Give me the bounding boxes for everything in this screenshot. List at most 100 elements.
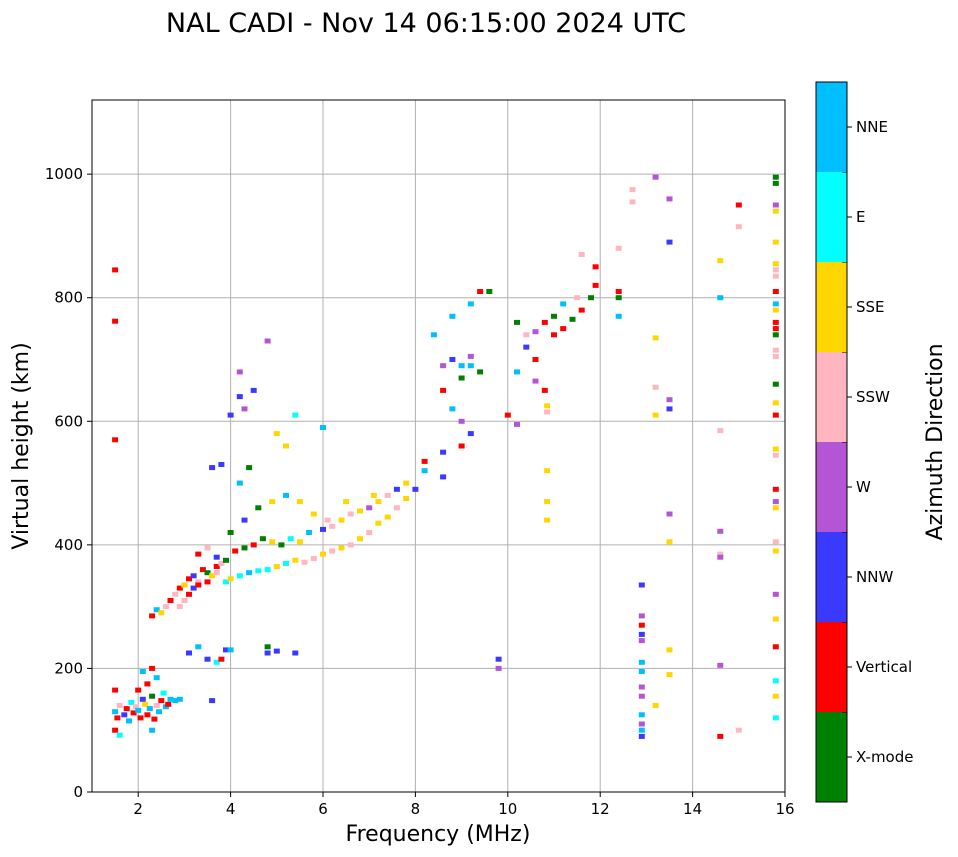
echo-point [250,542,257,548]
echo-point [717,554,724,560]
echo-point [458,363,465,369]
echo-point [772,381,779,387]
echo-point [772,332,779,338]
echo-point [403,480,410,486]
x-tick-label: 8 [411,800,421,818]
echo-point [213,554,220,560]
y-tick-label: 1000 [45,165,83,183]
echo-point [167,696,174,702]
echo-point [213,659,220,665]
echo-point [514,369,520,375]
echo-point [652,384,659,390]
echo-point [629,187,636,193]
echo-point [384,492,391,498]
echo-point [532,357,539,362]
echo-point [523,344,530,350]
echo-point [347,511,354,517]
echo-point [772,678,779,684]
echo-point [772,539,779,545]
echo-point [112,727,119,733]
echo-point [186,576,192,582]
echo-point [495,656,502,662]
echo-point [199,567,206,573]
echo-point [772,307,779,313]
echo-point [772,208,779,214]
echo-point [666,397,673,403]
echo-point [324,517,331,523]
echo-point [264,644,271,650]
echo-point [393,486,400,492]
echo-point [310,511,317,517]
echo-point [190,585,197,591]
echo-point [551,313,557,319]
echo-point [146,706,153,712]
echo-point [160,690,167,696]
y-tick-label: 0 [73,783,83,801]
echo-point [592,282,599,288]
echo-point [544,499,551,505]
echo-point [181,598,188,603]
echo-point [320,526,326,532]
echo-point [269,499,276,505]
echo-point [156,709,162,715]
echo-point [467,301,474,307]
echo-point [560,301,567,307]
echo-point [449,357,456,362]
echo-point [255,568,262,574]
echo-point [666,511,673,517]
echo-point [370,492,377,498]
echo-point [130,710,137,716]
echo-point [772,301,779,307]
echo-point [772,412,779,418]
echo-point [135,707,142,713]
echo-point [135,687,142,693]
echo-point [259,536,266,542]
echo-point [347,542,354,548]
echo-point [772,548,779,554]
echo-point [264,338,271,344]
echo-point [283,560,289,566]
colorbar-swatch [816,352,847,442]
echo-point [236,369,243,375]
echo-point [126,718,132,724]
echo-point [440,387,447,393]
colorbar-label: SSE [856,298,885,316]
x-tick-label: 2 [133,800,143,818]
colorbar-swatch [816,82,847,172]
echo-point [176,696,183,702]
echo-point [638,727,645,733]
echo-point [338,517,345,523]
colorbar-swatch [816,532,847,622]
echo-point [153,703,160,708]
echo-point [112,267,119,273]
echo-point [112,709,119,715]
echo-point [116,703,123,708]
echo-point [255,505,262,511]
echo-point [227,647,234,653]
colorbar-label: NNE [856,118,888,136]
echo-point [366,530,373,535]
echo-point [717,295,724,301]
echo-point [204,545,211,551]
echo-point [195,579,202,585]
echo-point [241,517,248,523]
echo-point [638,684,645,690]
echo-point [592,264,599,270]
y-tick-label: 600 [54,412,83,430]
echo-point [541,319,548,325]
echo-point [232,548,239,554]
echo-point [128,699,135,705]
echo-point [218,560,225,566]
echo-point [223,579,229,585]
plot-frame [91,99,786,793]
echo-point [440,474,447,480]
echo-point [264,650,271,656]
echo-point [574,295,581,301]
echo-point [638,638,645,644]
echo-point [666,647,673,653]
echo-point [541,387,548,393]
echo-point [269,539,276,545]
echo-point [638,721,645,727]
echo-point [544,517,551,523]
echo-point [588,295,594,301]
